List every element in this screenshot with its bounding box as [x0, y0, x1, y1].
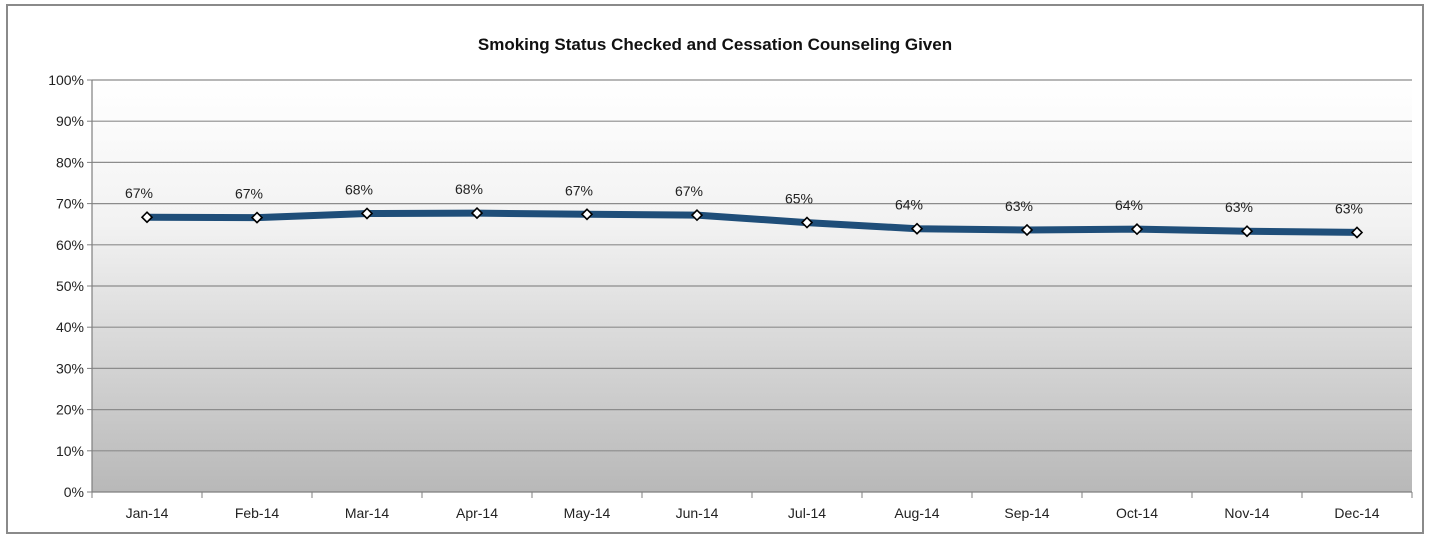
data-label: 67% — [125, 185, 153, 201]
data-label: 64% — [895, 197, 923, 213]
y-tick-label: 80% — [56, 154, 84, 170]
data-point — [470, 206, 484, 220]
data-point — [690, 209, 704, 222]
data-point — [1240, 225, 1254, 238]
data-point — [250, 211, 264, 224]
data-label: 67% — [565, 182, 593, 198]
data-label: 67% — [675, 183, 703, 199]
y-tick-label: 10% — [56, 443, 84, 459]
x-tick-label: Oct-14 — [1116, 505, 1158, 521]
x-tick-label: Jan-14 — [126, 505, 169, 521]
data-label: 63% — [1225, 199, 1253, 215]
y-tick-label: 20% — [56, 402, 84, 418]
data-point — [800, 216, 814, 229]
x-tick-label: Apr-14 — [456, 505, 498, 521]
series-line — [143, 209, 1361, 236]
y-tick-label: 100% — [48, 72, 84, 88]
y-tick-label: 90% — [56, 113, 84, 129]
data-label: 68% — [455, 181, 483, 197]
data-label: 68% — [345, 181, 373, 197]
data-point — [140, 211, 154, 224]
y-tick-label: 40% — [56, 319, 84, 335]
data-point — [910, 222, 924, 235]
data-point — [1350, 226, 1364, 239]
y-tick-label: 50% — [56, 278, 84, 294]
x-tick-label: Aug-14 — [894, 505, 939, 521]
chart-frame: Smoking Status Checked and Cessation Cou… — [6, 4, 1424, 534]
data-label: 64% — [1115, 197, 1143, 213]
x-tick-label: Jul-14 — [788, 505, 826, 521]
data-label: 63% — [1005, 198, 1033, 214]
data-labels: 67% 67% 68% 68% 67% 67% 65% 64% 63% 64% 63% 63% — [125, 181, 1363, 216]
x-tick-label: Dec-14 — [1334, 505, 1379, 521]
data-point — [1020, 223, 1034, 237]
data-label: 63% — [1335, 200, 1363, 216]
axes — [91, 80, 1413, 498]
y-axis-ticks: 0% 10% 20% 30% 40% 50% 60% 70% 80% 90% 100% — [48, 72, 84, 500]
y-tick-label: 70% — [56, 196, 84, 212]
x-tick-label: Feb-14 — [235, 505, 280, 521]
data-point — [1130, 223, 1144, 236]
data-point — [360, 207, 374, 220]
series-layer — [143, 209, 1361, 236]
x-tick-label: Sep-14 — [1004, 505, 1049, 521]
data-label: 65% — [785, 191, 813, 207]
chart-title: Smoking Status Checked and Cessation Cou… — [478, 35, 952, 54]
y-tick-label: 0% — [64, 484, 84, 500]
x-tick-label: Jun-14 — [676, 505, 719, 521]
y-tick-label: 30% — [56, 360, 84, 376]
y-tick-label: 60% — [56, 237, 84, 253]
x-tick-label: May-14 — [564, 505, 611, 521]
x-tick-label: Mar-14 — [345, 505, 390, 521]
markers — [140, 206, 1364, 239]
gridlines — [87, 79, 1412, 493]
line-chart: Smoking Status Checked and Cessation Cou… — [48, 35, 1413, 521]
data-point — [580, 208, 594, 221]
x-axis-ticks: Jan-14 Feb-14 Mar-14 Apr-14 May-14 Jun-14 Jul-… — [126, 505, 1380, 521]
x-tick-label: Nov-14 — [1224, 505, 1269, 521]
data-label: 67% — [235, 186, 263, 202]
